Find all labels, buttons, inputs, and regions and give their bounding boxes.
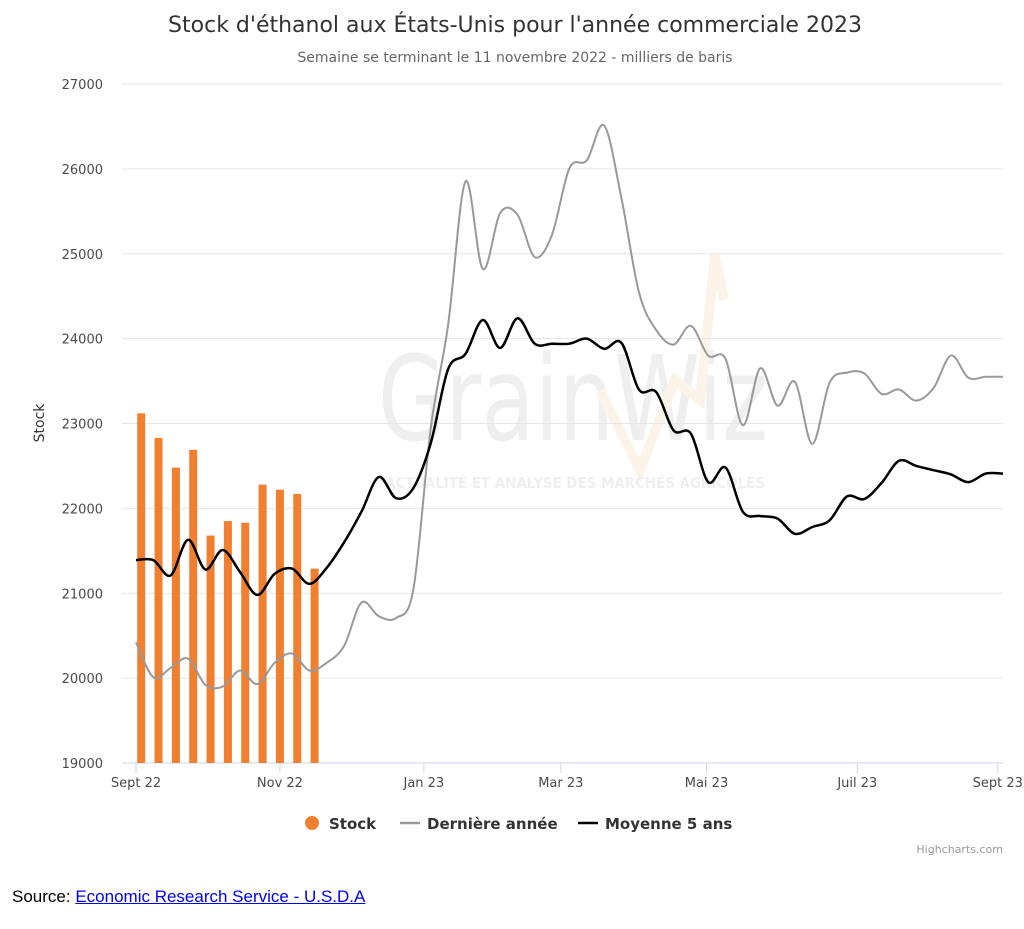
ethanol-stock-chart: Stock d'éthanol aux États-Unis pour l'an… (32, 12, 1023, 856)
chart-title: Stock d'éthanol aux États-Unis pour l'an… (168, 12, 862, 38)
stock-bar[interactable] (171, 467, 180, 763)
stock-bar[interactable] (206, 535, 215, 763)
grainwiz-watermark-logo: GrainWiz ACTUALITÉ ET ANALYSE DES MARCHÉ… (378, 254, 768, 492)
x-tick-label: Juil 23 (836, 776, 877, 791)
legend-label: Dernière année (427, 815, 558, 833)
stock-bar[interactable] (258, 484, 267, 763)
stock-bar[interactable] (223, 521, 232, 763)
stock-bar[interactable] (189, 449, 198, 763)
x-tick-label: Sept 23 (973, 776, 1023, 791)
y-tick-label: 21000 (62, 587, 103, 602)
legend-item[interactable]: Dernière année (400, 815, 558, 833)
stock-bar[interactable] (275, 489, 284, 763)
x-tick-label: Mar 23 (538, 776, 583, 791)
source-link[interactable]: Economic Research Service - U.S.D.A (75, 887, 366, 906)
y-tick-label: 25000 (62, 248, 103, 263)
y-tick-label: 23000 (62, 418, 103, 433)
y-tick-label: 22000 (62, 502, 103, 517)
y-axis-title: Stock (32, 403, 48, 443)
legend-item[interactable]: Stock (305, 815, 377, 833)
svg-text:ACTUALITÉ ET ANALYSE DES MARCH: ACTUALITÉ ET ANALYSE DES MARCHÉS AGRICOL… (385, 473, 765, 492)
x-tick-label: Sept 22 (111, 776, 161, 791)
source-line: Source: Economic Research Service - U.S.… (12, 887, 365, 907)
legend-item[interactable]: Moyenne 5 ans (578, 815, 732, 833)
legend-label: Moyenne 5 ans (605, 815, 732, 833)
chart-subtitle: Semaine se terminant le 11 novembre 2022… (297, 50, 732, 66)
y-tick-label: 26000 (62, 163, 103, 178)
stock-bar[interactable] (310, 568, 319, 763)
y-tick-label: 24000 (62, 333, 103, 348)
stock-bar[interactable] (154, 437, 163, 763)
x-tick-label: Nov 22 (257, 776, 303, 791)
moyenne-5-ans-line[interactable] (135, 317, 1004, 597)
x-axis: Sept 22 Nov 22 Jan 23 Mar 23 Mai 23 Juil 23 Se… (111, 762, 1023, 791)
legend-label: Stock (329, 815, 377, 833)
legend-symbol (305, 816, 319, 830)
x-tick-label: Mai 23 (685, 776, 728, 791)
y-tick-label: 19000 (62, 757, 103, 772)
stock-bar[interactable] (137, 413, 146, 763)
stock-columns (137, 413, 319, 763)
stock-bar[interactable] (293, 493, 302, 763)
legend: Stock Dernière année Moyenne 5 ans (305, 815, 732, 833)
stock-bar[interactable] (241, 522, 250, 763)
y-tick-label: 20000 (62, 672, 103, 687)
x-tick-label: Jan 23 (402, 776, 444, 791)
derniere-annee-line[interactable] (135, 123, 1004, 690)
y-tick-label: 27000 (62, 78, 103, 93)
highcharts-credits[interactable]: Highcharts.com (916, 843, 1003, 856)
y-axis: 19000 20000 21000 22000 23000 24000 25000 26000… (62, 78, 103, 772)
series-lines (135, 123, 1004, 690)
y-gridlines (122, 83, 1003, 679)
source-label: Source: (12, 887, 71, 906)
